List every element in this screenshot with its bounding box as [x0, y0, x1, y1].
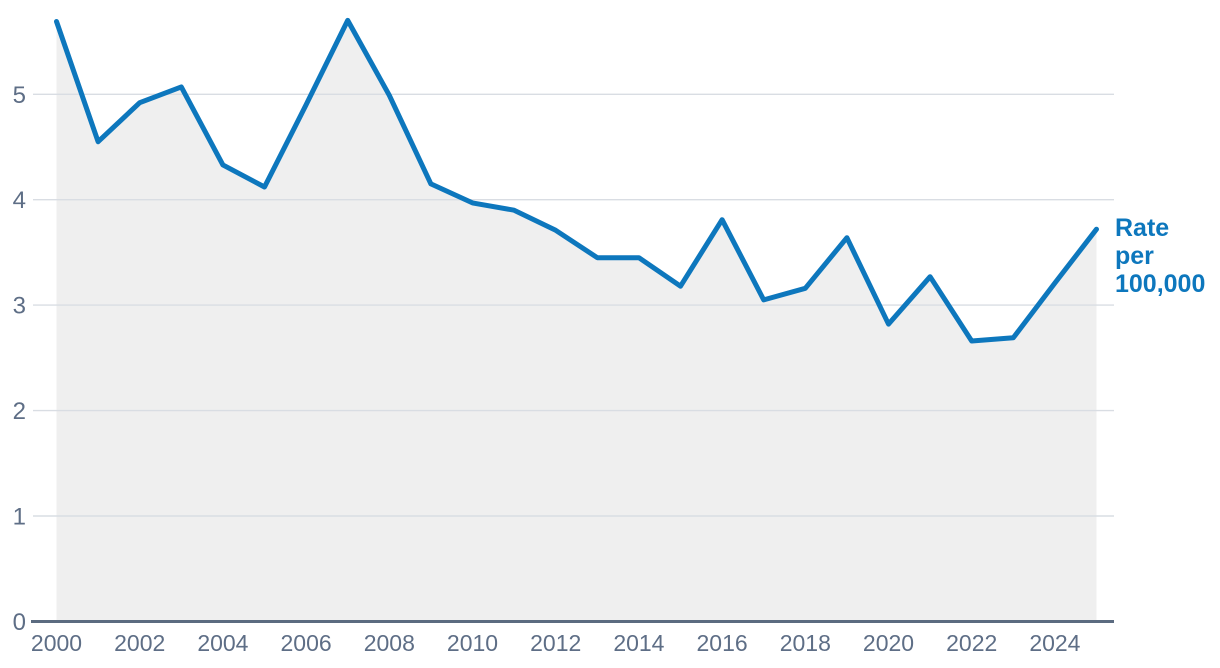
series-label-line: 100,000	[1115, 270, 1206, 298]
series-label-line: per	[1115, 242, 1154, 270]
x-tick-label: 2000	[31, 630, 82, 656]
x-tick-label: 2004	[197, 630, 248, 656]
y-tick-label: 5	[13, 82, 26, 109]
series-label: Rate per 100,000	[1115, 214, 1205, 298]
area-fill	[56, 20, 1097, 621]
x-tick-label: 2020	[863, 630, 914, 656]
series-label-line: Rate	[1115, 214, 1170, 242]
x-tick-label: 2022	[946, 630, 997, 656]
y-tick-label: 0	[13, 609, 26, 636]
x-tick-label: 2010	[447, 630, 498, 656]
x-tick-label: 2014	[613, 630, 664, 656]
x-tick-label: 2018	[780, 630, 831, 656]
x-tick-label: 2016	[697, 630, 748, 656]
x-tick-label: 2006	[281, 630, 332, 656]
y-tick-label: 3	[13, 293, 26, 320]
y-tick-label: 2	[13, 398, 26, 425]
x-tick-label: 2008	[364, 630, 415, 656]
x-tick-label: 2002	[114, 630, 165, 656]
x-tick-label: 2024	[1029, 630, 1080, 656]
rate-line	[54, 17, 1099, 344]
y-tick-label: 4	[13, 187, 26, 214]
y-tick-label: 1	[13, 504, 26, 531]
x-tick-label: 2012	[530, 630, 581, 656]
